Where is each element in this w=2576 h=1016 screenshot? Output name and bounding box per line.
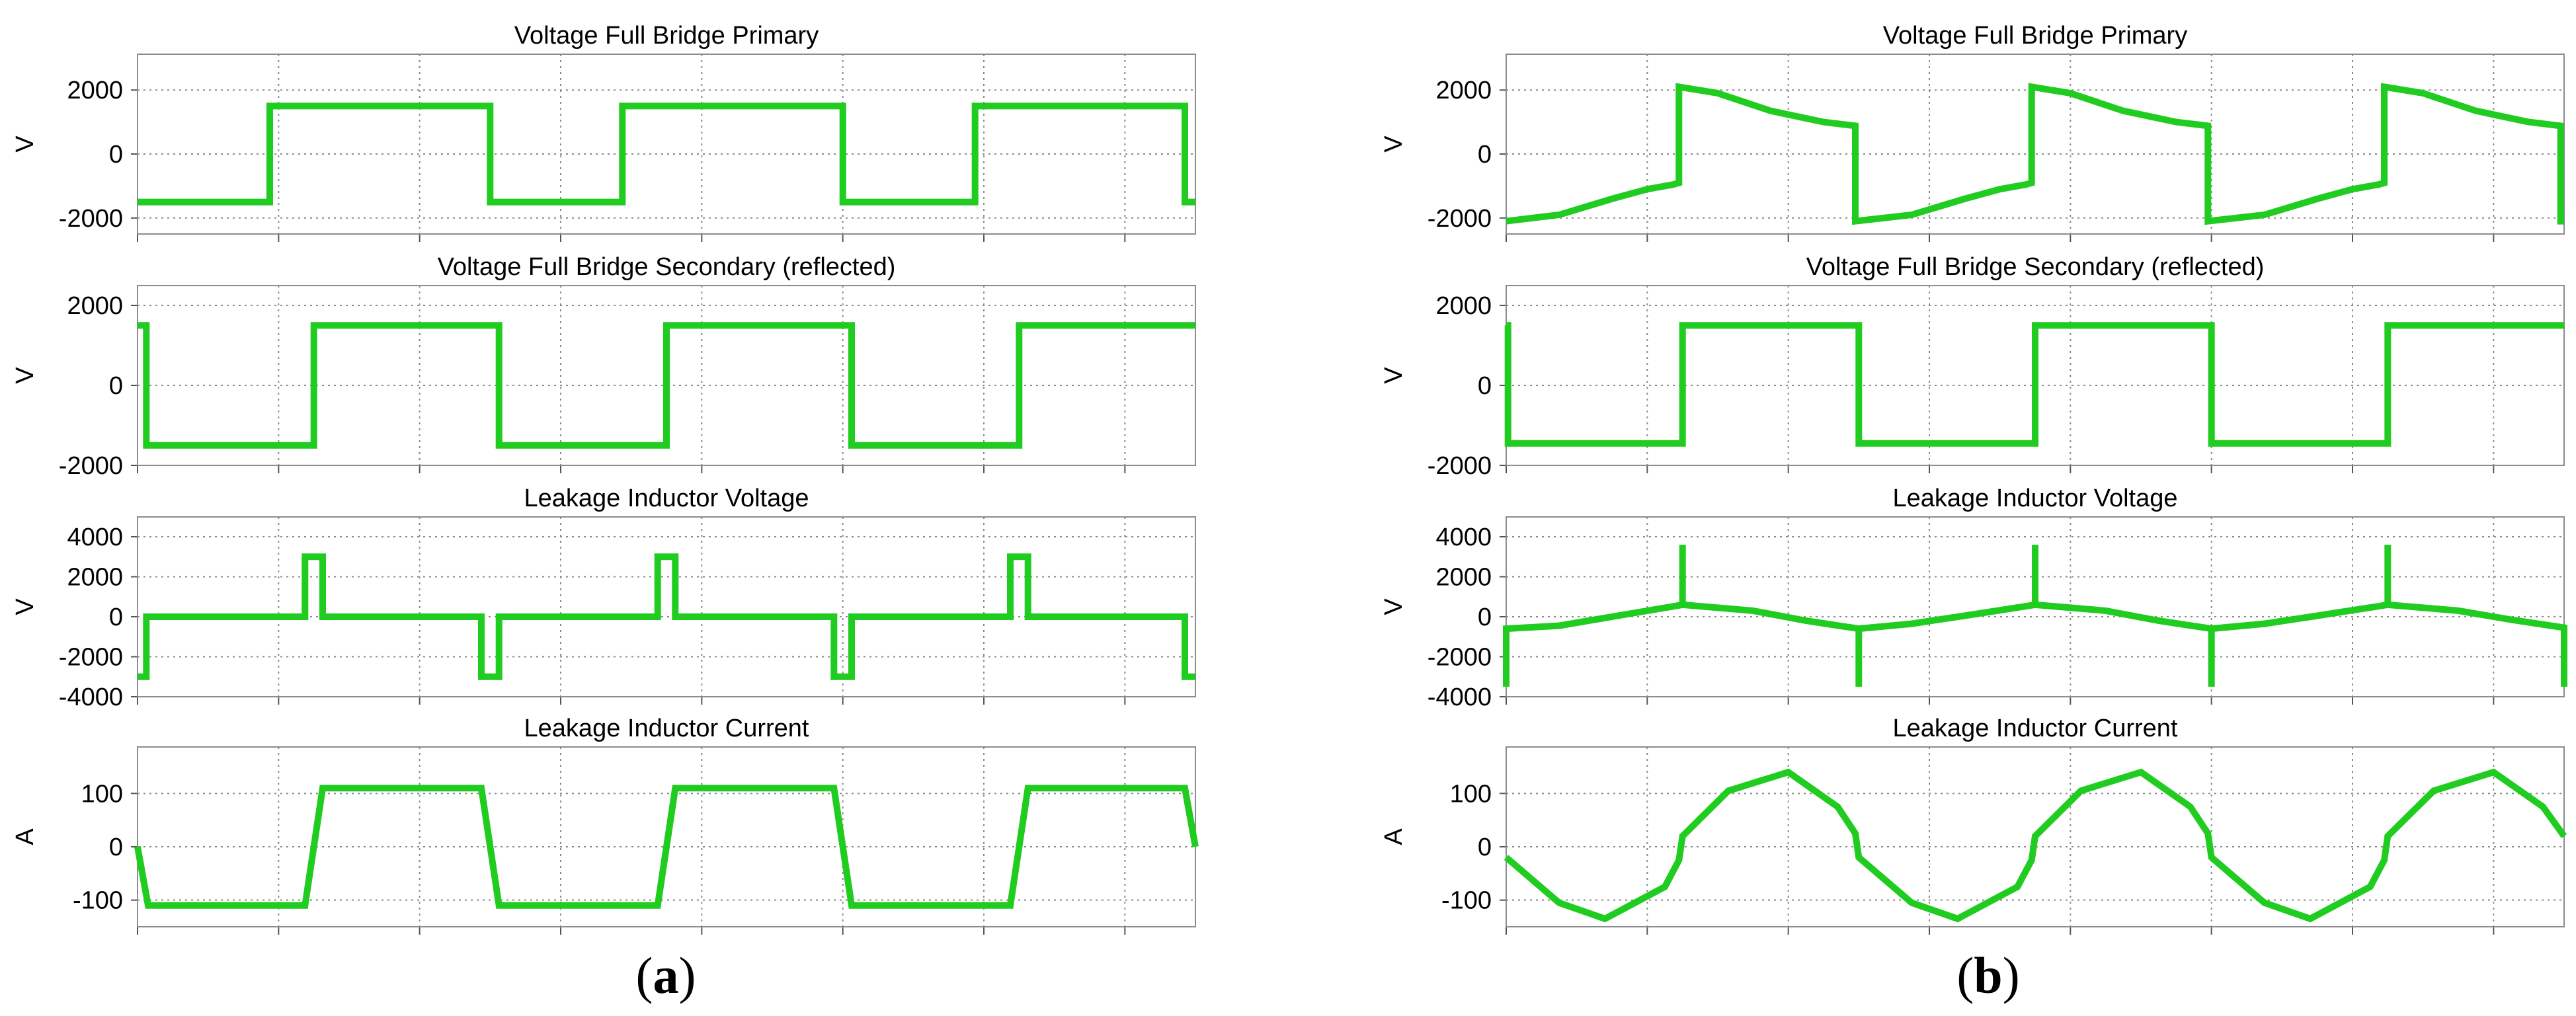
y-tick-label: 4000	[67, 524, 123, 551]
y-tick-label: 0	[1478, 604, 1492, 631]
series-line	[134, 785, 1199, 909]
plot-panel: -2000 0 2000 Voltage Full Bridge Secondary …	[1380, 253, 2565, 480]
subfigure-label-b: (b)	[1956, 947, 2019, 1004]
series-line	[138, 322, 1195, 449]
series-line	[1503, 545, 2567, 687]
series-line	[1504, 768, 2567, 923]
plot-panel: -2000 0 2000 Voltage Full Bridge Primary V	[11, 22, 1196, 242]
y-axis-label: A	[1380, 828, 1408, 845]
y-tick-label: 2000	[67, 564, 123, 592]
y-tick-label: 2000	[67, 77, 123, 104]
plot-frame	[137, 516, 1196, 697]
subfigure-label-a: (a)	[636, 947, 696, 1004]
plot-panel: -2000 0 2000 Voltage Full Bridge Secondary …	[11, 253, 1196, 480]
y-tick-label: 2000	[1435, 77, 1492, 104]
y-tick-label: 0	[1478, 834, 1492, 861]
y-tick-label: -2000	[1428, 644, 1492, 672]
y-tick-label: -100	[1441, 887, 1492, 915]
y-tick-label: 100	[1450, 780, 1492, 808]
y-tick-label: 2000	[67, 292, 123, 320]
y-tick-label: 2000	[1435, 564, 1492, 592]
plot-title: Leakage Inductor Current	[524, 715, 809, 742]
series-line	[1504, 322, 2564, 447]
y-tick-label: -2000	[59, 452, 123, 480]
y-tick-label: 0	[1478, 372, 1492, 400]
plot-title: Voltage Full Bridge Primary	[1883, 22, 2187, 50]
plot-frame	[1506, 516, 2565, 697]
y-axis-label: V	[11, 367, 39, 384]
plot-panel: -4000 -2000 0 2000 4000 Leakage Inductor Volt…	[11, 485, 1196, 711]
y-tick-label: 0	[109, 604, 123, 631]
y-tick-label: -2000	[1428, 205, 1492, 233]
y-tick-label: 0	[1478, 141, 1492, 169]
plot-title: Voltage Full Bridge Secondary (reflected…	[438, 253, 896, 281]
y-tick-label: 0	[109, 141, 123, 169]
plot-panel: -100 0 100 Leakage Inductor Current A	[1380, 715, 2567, 935]
plot-frame	[137, 285, 1196, 466]
plot-title: Leakage Inductor Current	[1893, 715, 2178, 742]
y-tick-label: 4000	[1435, 524, 1492, 551]
plot-frame	[1506, 54, 2565, 235]
y-tick-label: 2000	[1435, 292, 1492, 320]
plot-panel: -100 0 100 Leakage Inductor Current A	[11, 715, 1199, 935]
plot-title: Voltage Full Bridge Secondary (reflected…	[1806, 253, 2265, 281]
y-tick-label: -100	[73, 887, 123, 915]
series-line	[1506, 83, 2564, 225]
y-axis-label: V	[11, 136, 39, 153]
series-line	[138, 553, 1195, 680]
y-axis-label: V	[1380, 598, 1408, 615]
plot-title: Leakage Inductor Voltage	[1892, 485, 2177, 512]
y-axis-label: V	[1380, 136, 1408, 153]
plot-panel: -4000 -2000 0 2000 4000 Leakage Inductor Volt…	[1380, 485, 2567, 711]
y-tick-label: 0	[109, 834, 123, 861]
series-line	[138, 102, 1195, 206]
plot-frame	[137, 54, 1196, 235]
plot-frame	[1506, 746, 2565, 927]
plot-title: Voltage Full Bridge Primary	[514, 22, 819, 50]
y-axis-label: V	[11, 598, 39, 615]
y-tick-label: -2000	[59, 644, 123, 672]
y-tick-label: -4000	[1428, 684, 1492, 711]
plot-panel: -2000 0 2000 Voltage Full Bridge Primary V	[1380, 22, 2565, 242]
y-tick-label: 100	[81, 780, 123, 808]
plot-title: Leakage Inductor Voltage	[524, 485, 809, 512]
y-tick-label: -4000	[59, 684, 123, 711]
y-tick-label: 0	[109, 372, 123, 400]
y-tick-label: -2000	[1428, 452, 1492, 480]
y-axis-label: V	[1380, 367, 1408, 384]
y-tick-label: -2000	[59, 205, 123, 233]
y-axis-label: A	[11, 828, 39, 845]
